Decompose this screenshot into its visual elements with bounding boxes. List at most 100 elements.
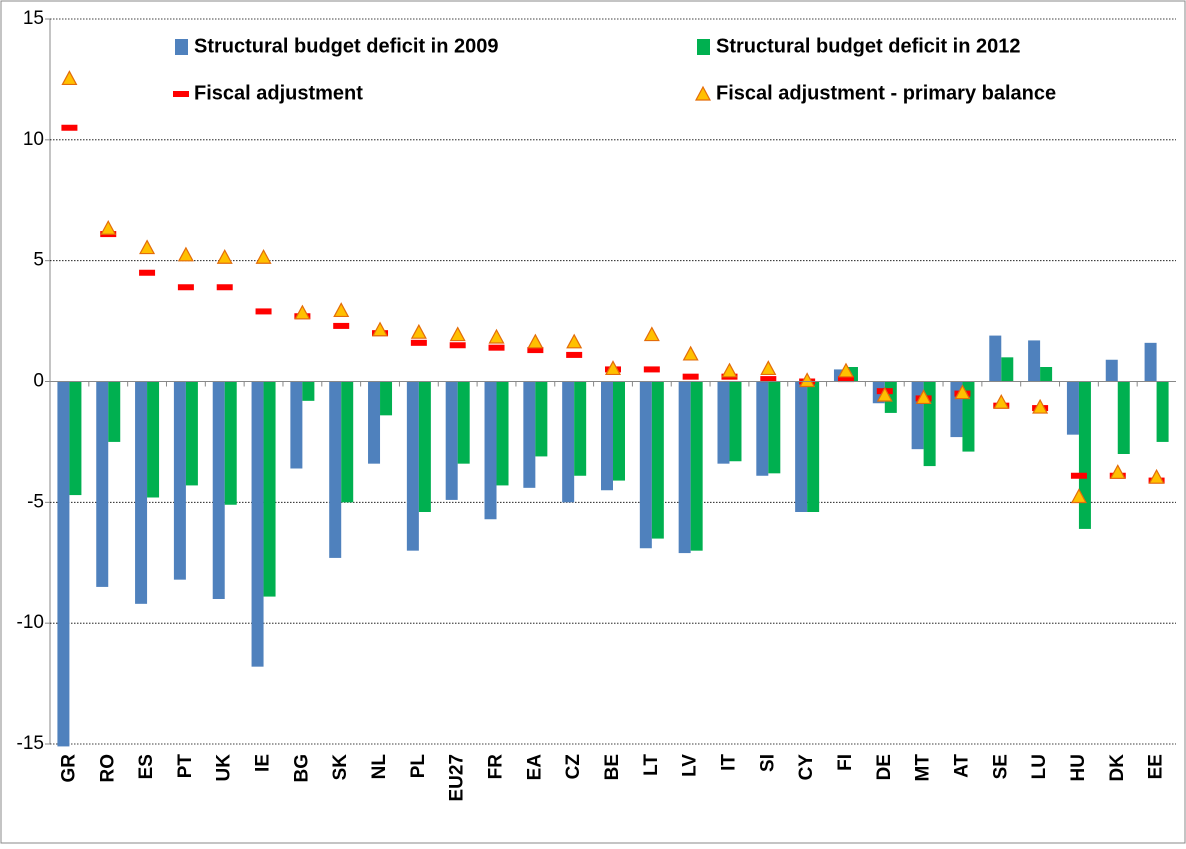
dash-marker xyxy=(410,339,427,346)
bar xyxy=(263,381,276,597)
y-tick-label: 0 xyxy=(33,371,44,392)
bar xyxy=(224,381,237,505)
bar xyxy=(717,381,730,464)
x-tick-label: CY xyxy=(796,754,817,781)
bar xyxy=(302,381,315,401)
triangle-marker xyxy=(915,389,932,405)
legend-swatch xyxy=(175,39,188,55)
bar xyxy=(418,381,431,512)
x-tick-label: AT xyxy=(951,754,972,778)
bar xyxy=(380,381,393,416)
legend-swatch xyxy=(697,39,710,55)
legend-label: Fiscal adjustment xyxy=(194,82,363,104)
bar xyxy=(484,381,497,520)
bar xyxy=(69,381,82,496)
x-tick-label: UK xyxy=(214,754,235,782)
triangle-marker xyxy=(1032,398,1049,414)
bar xyxy=(96,381,109,587)
triangle-marker xyxy=(1070,488,1087,504)
x-tick-label: EU27 xyxy=(447,754,468,802)
triangle-marker xyxy=(100,219,117,235)
triangle-marker xyxy=(177,246,194,262)
bar xyxy=(601,381,613,491)
bar xyxy=(135,381,148,604)
x-tick-label: BE xyxy=(602,754,623,780)
triangle-marker xyxy=(1148,468,1165,484)
y-tick-label: -15 xyxy=(17,733,44,754)
bar xyxy=(574,381,587,476)
bar xyxy=(1144,342,1157,382)
bar xyxy=(562,381,575,503)
bar xyxy=(173,381,186,580)
triangle-marker xyxy=(61,70,78,86)
bar xyxy=(368,381,381,464)
y-tick-label: 15 xyxy=(23,8,44,29)
triangle-marker xyxy=(566,333,583,349)
x-tick-label: SE xyxy=(990,754,1011,779)
triangle-marker xyxy=(372,321,389,337)
bar xyxy=(729,381,742,462)
bar xyxy=(639,381,652,549)
x-tick-label: PT xyxy=(175,754,196,779)
bar xyxy=(989,335,1002,382)
triangle-marker xyxy=(527,333,544,349)
x-tick-label: RO xyxy=(97,754,118,783)
dash-marker xyxy=(333,322,350,329)
bar xyxy=(1001,357,1014,382)
bar xyxy=(147,381,160,498)
triangle-marker xyxy=(954,384,971,400)
dash-marker xyxy=(527,347,544,354)
x-tick-label: CZ xyxy=(563,754,584,780)
bar xyxy=(1156,381,1169,442)
bar xyxy=(1028,340,1041,382)
bar xyxy=(445,381,458,500)
bar xyxy=(329,381,342,558)
y-tick-label: -5 xyxy=(27,491,44,512)
bar xyxy=(108,381,121,442)
dash-marker xyxy=(61,124,78,131)
triangle-marker xyxy=(333,302,350,318)
dash-marker xyxy=(449,342,466,349)
dash-marker xyxy=(760,376,777,383)
x-tick-label: EE xyxy=(1146,754,1167,779)
triangle-marker xyxy=(837,362,854,378)
triangle-marker xyxy=(410,323,427,339)
x-tick-label: IE xyxy=(253,754,274,772)
bar xyxy=(57,381,70,747)
x-tick-label: LT xyxy=(641,754,662,776)
x-tick-label: EA xyxy=(524,754,545,781)
dash-marker xyxy=(255,308,272,315)
bar xyxy=(406,381,419,551)
triangle-marker xyxy=(255,248,272,264)
dash-marker xyxy=(216,284,233,291)
dash-marker xyxy=(1070,472,1087,479)
triangle-marker xyxy=(449,326,466,342)
triangle-marker xyxy=(876,386,893,402)
dash-marker xyxy=(643,366,660,373)
triangle-marker xyxy=(799,372,816,388)
triangle-marker xyxy=(294,304,311,320)
dash-marker xyxy=(566,351,583,358)
x-tick-label: ES xyxy=(136,754,157,779)
bar xyxy=(613,381,625,481)
bar xyxy=(651,381,664,539)
bar xyxy=(1117,381,1130,454)
bar xyxy=(251,381,264,667)
x-tick-label: LU xyxy=(1029,754,1050,779)
x-tick-label: NL xyxy=(369,754,390,780)
legend-swatch xyxy=(694,85,712,101)
triangle-marker xyxy=(1109,464,1126,479)
bar xyxy=(185,381,198,486)
bar xyxy=(341,381,354,503)
dash-marker xyxy=(837,376,854,383)
dash-marker xyxy=(488,344,505,351)
bar xyxy=(290,381,303,469)
bar xyxy=(795,381,808,512)
legend-label: Fiscal adjustment - primary balance xyxy=(716,82,1056,104)
bar xyxy=(1066,381,1079,435)
triangle-marker xyxy=(216,248,233,264)
triangle-marker xyxy=(760,360,777,376)
dash-marker xyxy=(682,373,699,380)
dash-marker xyxy=(139,269,156,276)
